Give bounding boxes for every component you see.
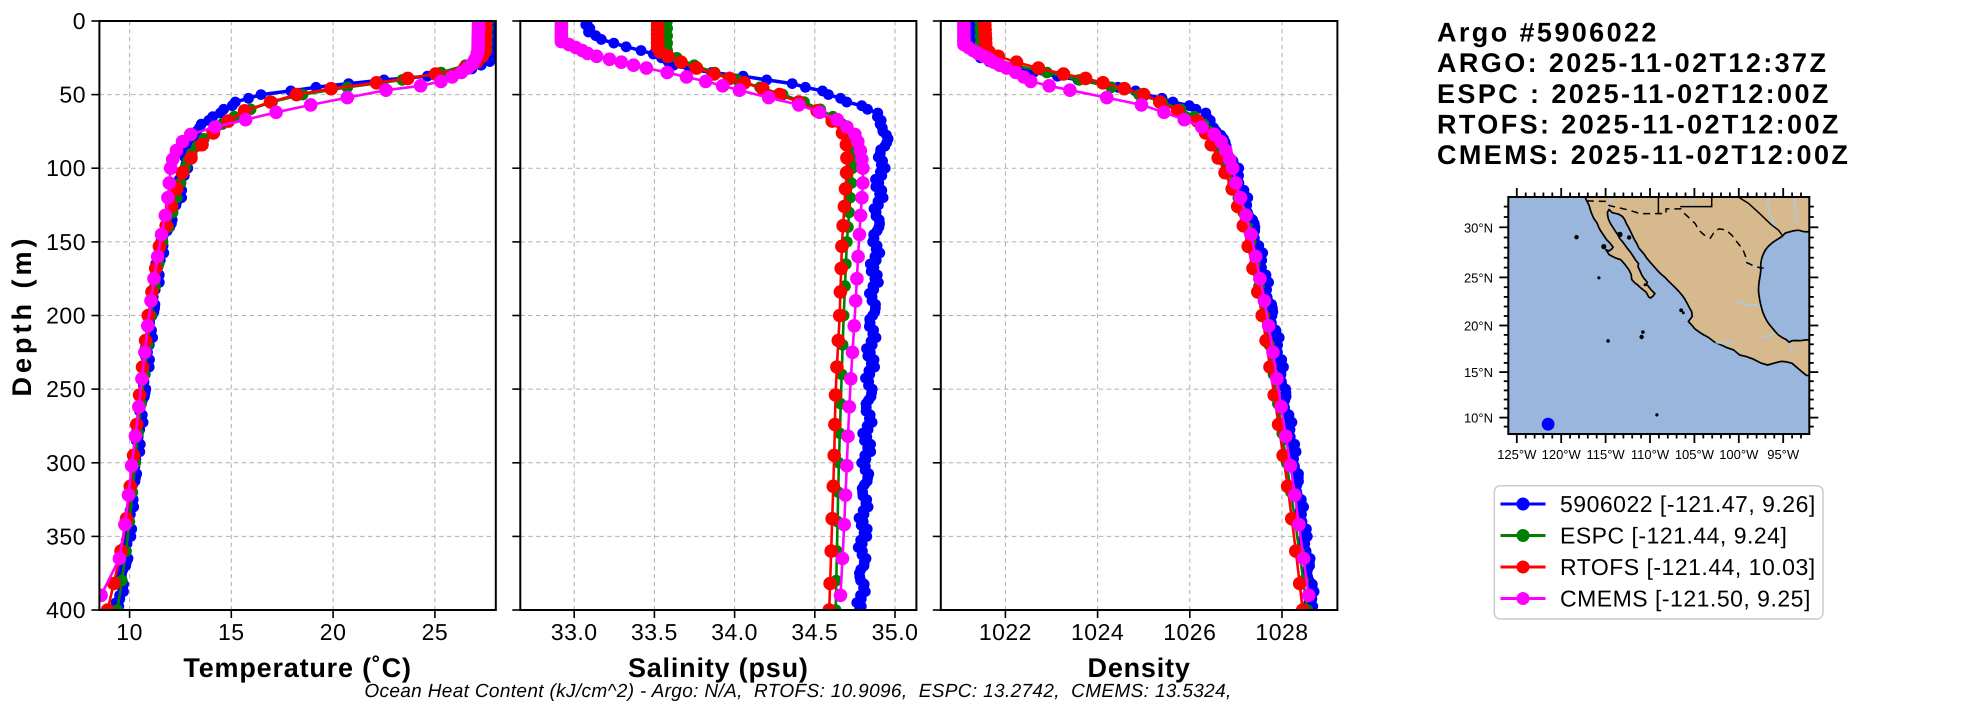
svg-text:95°W: 95°W xyxy=(1767,447,1800,462)
svg-text:RTOFS [-121.44, 10.03]: RTOFS [-121.44, 10.03] xyxy=(1560,554,1816,580)
svg-text:ESPC [-121.44, 9.24]: ESPC [-121.44, 9.24] xyxy=(1560,523,1787,549)
svg-text:15: 15 xyxy=(218,619,245,645)
svg-text:Ocean Heat Content (kJ/cm^2) -: Ocean Heat Content (kJ/cm^2) - Argo: N/A… xyxy=(364,681,1231,702)
svg-text:34.0: 34.0 xyxy=(711,619,758,645)
svg-text:5906022 [-121.47, 9.26]: 5906022 [-121.47, 9.26] xyxy=(1560,491,1816,517)
svg-text:CMEMS [-121.50, 9.25]: CMEMS [-121.50, 9.25] xyxy=(1560,586,1811,612)
svg-text:150: 150 xyxy=(46,229,86,255)
svg-text:25°N: 25°N xyxy=(1464,270,1493,285)
svg-text:105°W: 105°W xyxy=(1675,447,1715,462)
svg-text:RTOFS: 2025-11-02T12:00Z: RTOFS: 2025-11-02T12:00Z xyxy=(1437,109,1841,139)
svg-text:400: 400 xyxy=(46,597,86,623)
svg-text:25: 25 xyxy=(422,619,449,645)
svg-text:34.5: 34.5 xyxy=(791,619,838,645)
svg-text:15°N: 15°N xyxy=(1464,365,1493,380)
svg-text:120°W: 120°W xyxy=(1542,447,1582,462)
svg-text:1022: 1022 xyxy=(979,619,1032,645)
svg-text:30°N: 30°N xyxy=(1464,220,1493,235)
svg-text:35.0: 35.0 xyxy=(872,619,919,645)
svg-text:110°W: 110°W xyxy=(1631,447,1670,462)
svg-text:Temperature (˚C): Temperature (˚C) xyxy=(183,653,411,683)
svg-text:1028: 1028 xyxy=(1255,619,1308,645)
svg-text:50: 50 xyxy=(59,82,86,108)
svg-text:ARGO: 2025-11-02T12:37Z: ARGO: 2025-11-02T12:37Z xyxy=(1437,48,1828,78)
svg-text:33.0: 33.0 xyxy=(551,619,598,645)
svg-text:350: 350 xyxy=(46,523,86,549)
svg-text:10°N: 10°N xyxy=(1464,411,1493,426)
svg-text:100°W: 100°W xyxy=(1719,447,1759,462)
svg-text:100: 100 xyxy=(46,155,86,181)
svg-text:CMEMS: 2025-11-02T12:00Z: CMEMS: 2025-11-02T12:00Z xyxy=(1437,140,1850,170)
svg-text:Argo #5906022: Argo #5906022 xyxy=(1437,18,1659,48)
svg-text:115°W: 115°W xyxy=(1586,447,1625,462)
svg-text:1024: 1024 xyxy=(1071,619,1124,645)
svg-text:20°N: 20°N xyxy=(1464,319,1493,334)
svg-text:Density: Density xyxy=(1088,653,1191,683)
svg-text:Depth (m): Depth (m) xyxy=(7,235,37,397)
svg-text:125°W: 125°W xyxy=(1497,447,1537,462)
svg-text:20: 20 xyxy=(320,619,347,645)
svg-text:10: 10 xyxy=(116,619,143,645)
svg-text:200: 200 xyxy=(46,303,86,329)
svg-text:0: 0 xyxy=(73,8,86,34)
svg-text:300: 300 xyxy=(46,450,86,476)
svg-text:250: 250 xyxy=(46,376,86,402)
svg-text:ESPC : 2025-11-02T12:00Z: ESPC : 2025-11-02T12:00Z xyxy=(1437,79,1831,109)
svg-text:Salinity (psu): Salinity (psu) xyxy=(628,653,809,683)
svg-text:33.5: 33.5 xyxy=(631,619,678,645)
svg-text:1026: 1026 xyxy=(1163,619,1216,645)
